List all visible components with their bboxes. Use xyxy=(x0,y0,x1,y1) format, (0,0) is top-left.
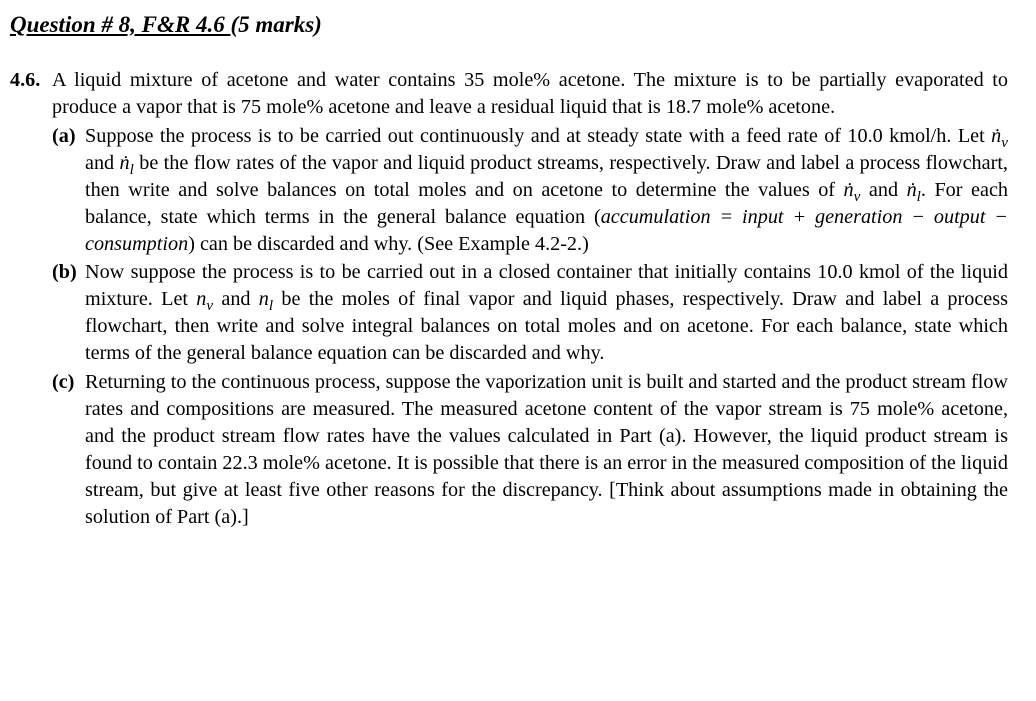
part-a: (a) Suppose the process is to be carried… xyxy=(52,123,1008,258)
part-a-text: Suppose the process is to be carried out… xyxy=(85,123,1008,258)
var-nl2: ṅl xyxy=(907,179,921,201)
text-run: and xyxy=(213,288,259,310)
question-heading: Question # 8, F&R 4.6 (5 marks) xyxy=(10,10,1008,41)
heading-underlined: Question # 8, F&R 4.6 xyxy=(10,12,230,37)
text-run: ) can be discarded and why. (See Example… xyxy=(188,233,589,255)
var-nv: nv xyxy=(196,288,213,310)
var-nv2: ṅv xyxy=(844,179,861,201)
part-b: (b) Now suppose the process is to be car… xyxy=(52,259,1008,367)
problem-intro: A liquid mixture of acetone and water co… xyxy=(52,67,1008,121)
var-nl: nl xyxy=(259,288,273,310)
var-nl: ṅl xyxy=(120,152,134,174)
parts-list: (a) Suppose the process is to be carried… xyxy=(10,123,1008,531)
problem-block: 4.6. A liquid mixture of acetone and wat… xyxy=(10,67,1008,121)
part-b-text: Now suppose the process is to be carried… xyxy=(85,259,1008,367)
text-run: and xyxy=(85,152,120,174)
part-c-text: Returning to the continuous process, sup… xyxy=(85,369,1008,531)
part-c-label: (c) xyxy=(52,369,85,396)
heading-marks: (5 marks) xyxy=(230,12,321,37)
text-run: Suppose the process is to be carried out… xyxy=(85,125,991,147)
var-nv: ṅv xyxy=(991,125,1008,147)
text-run: and xyxy=(860,179,906,201)
part-a-label: (a) xyxy=(52,123,85,150)
part-b-label: (b) xyxy=(52,259,85,286)
part-c: (c) Returning to the continuous process,… xyxy=(52,369,1008,531)
problem-number: 4.6. xyxy=(10,67,52,94)
